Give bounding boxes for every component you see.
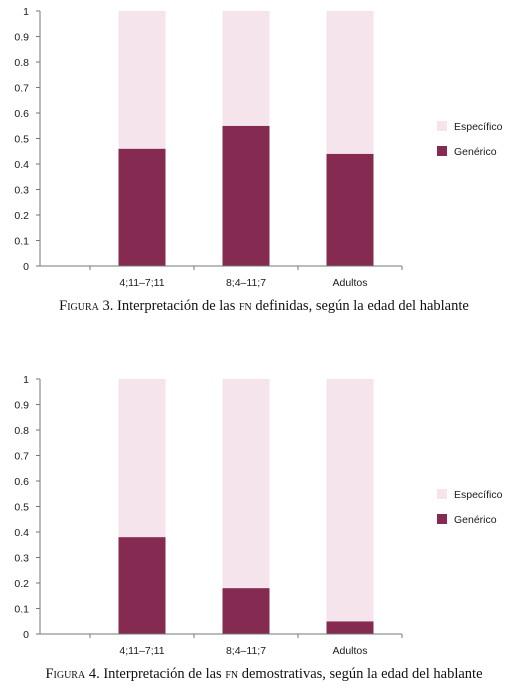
bar-generico-0	[118, 148, 166, 266]
caption-number: 4.	[88, 666, 100, 682]
y-tick-label: 0.9	[14, 400, 29, 412]
figure-4: 4;11–7;11 8;4–11;7 Adultos 0 0.1 0.2 0.3 0.4 0.5…	[0, 368, 528, 694]
bar-especifico-2	[326, 11, 374, 154]
y-tick-label: 0.9	[14, 32, 29, 44]
y-tick-label: 0.5	[14, 502, 29, 514]
caption-text: Interpretación de las	[103, 666, 222, 682]
y-tick-label: 0.2	[14, 578, 29, 590]
y-tick-label: 0.5	[14, 134, 29, 146]
legend-label: Específico	[454, 489, 503, 501]
y-tick-label: 0.8	[14, 425, 29, 437]
caption-text-end: definidas, según la edad del hablante	[255, 298, 469, 314]
y-tick-label: 0.3	[14, 553, 29, 565]
y-tick-label: 0.2	[14, 210, 29, 222]
y-tick-label: 0.4	[14, 527, 29, 539]
x-tick-label: 4;11–7;11	[119, 277, 164, 289]
caption-text-end: demostrativas, según la edad del hablant…	[241, 666, 483, 682]
y-tick-label: 0	[23, 629, 29, 641]
x-tick-label: 8;4–11;7	[226, 277, 266, 289]
y-tick-label: 0.1	[14, 604, 29, 616]
caption-abbr: fn	[225, 666, 239, 682]
y-tick-label: 0.4	[14, 159, 29, 171]
legend-swatch-especifico	[437, 121, 447, 131]
y-tick-label: 0	[23, 261, 29, 273]
figure-3: 4;11–7;11 8;4–11;7 Adultos 0 0.1 0.2 0.3 0.4 0.5…	[0, 0, 528, 330]
bar-especifico-2	[326, 379, 374, 622]
y-tick-label: 0.8	[14, 57, 29, 69]
bar-generico-2	[326, 153, 374, 266]
bar-especifico-0	[118, 379, 166, 538]
legend-swatch-generico	[437, 514, 447, 524]
bar-especifico-0	[118, 11, 166, 149]
x-tick-label: Adultos	[332, 277, 367, 289]
bar-generico-1	[222, 588, 270, 634]
caption-number: 3.	[102, 298, 114, 314]
caption-abbr: fn	[239, 298, 252, 314]
y-tick-label: 1	[23, 374, 29, 386]
y-tick-label: 0.6	[14, 476, 29, 488]
legend-swatch-generico	[437, 146, 447, 156]
chart-figure-3: 4;11–7;11 8;4–11;7 Adultos 0 0.1 0.2 0.3 0.4 0.5…	[14, 6, 503, 289]
bar-especifico-1	[222, 379, 270, 589]
caption-prefix: Figura	[45, 666, 86, 682]
chart-figure-4: 4;11–7;11 8;4–11;7 Adultos 0 0.1 0.2 0.3 0.4 0.5…	[14, 374, 503, 657]
y-tick-label: 1	[23, 6, 29, 18]
x-tick-label: 4;11–7;11	[119, 645, 164, 657]
bar-generico-0	[118, 537, 166, 634]
y-tick-label: 0.7	[14, 83, 29, 95]
figure-4-caption: Figura 4. Interpretación de las fn demos…	[0, 666, 528, 683]
y-tick-label: 0.6	[14, 108, 29, 120]
legend-swatch-especifico	[437, 489, 447, 499]
legend-label: Genérico	[454, 514, 497, 526]
bar-generico-2	[326, 621, 374, 635]
x-tick-label: 8;4–11;7	[226, 645, 266, 657]
y-tick-label: 0.7	[14, 451, 29, 463]
figure-3-caption: Figura 3. Interpretación de las fn defin…	[0, 298, 528, 315]
y-tick-label: 0.1	[14, 236, 29, 248]
bar-generico-1	[222, 125, 270, 267]
legend-label: Específico	[454, 121, 503, 133]
legend-label: Genérico	[454, 146, 497, 158]
y-tick-label: 0.3	[14, 185, 29, 197]
caption-text: Interpretación de las	[117, 298, 236, 314]
caption-prefix: Figura	[59, 298, 99, 314]
bar-especifico-1	[222, 11, 270, 126]
x-tick-label: Adultos	[332, 645, 367, 657]
